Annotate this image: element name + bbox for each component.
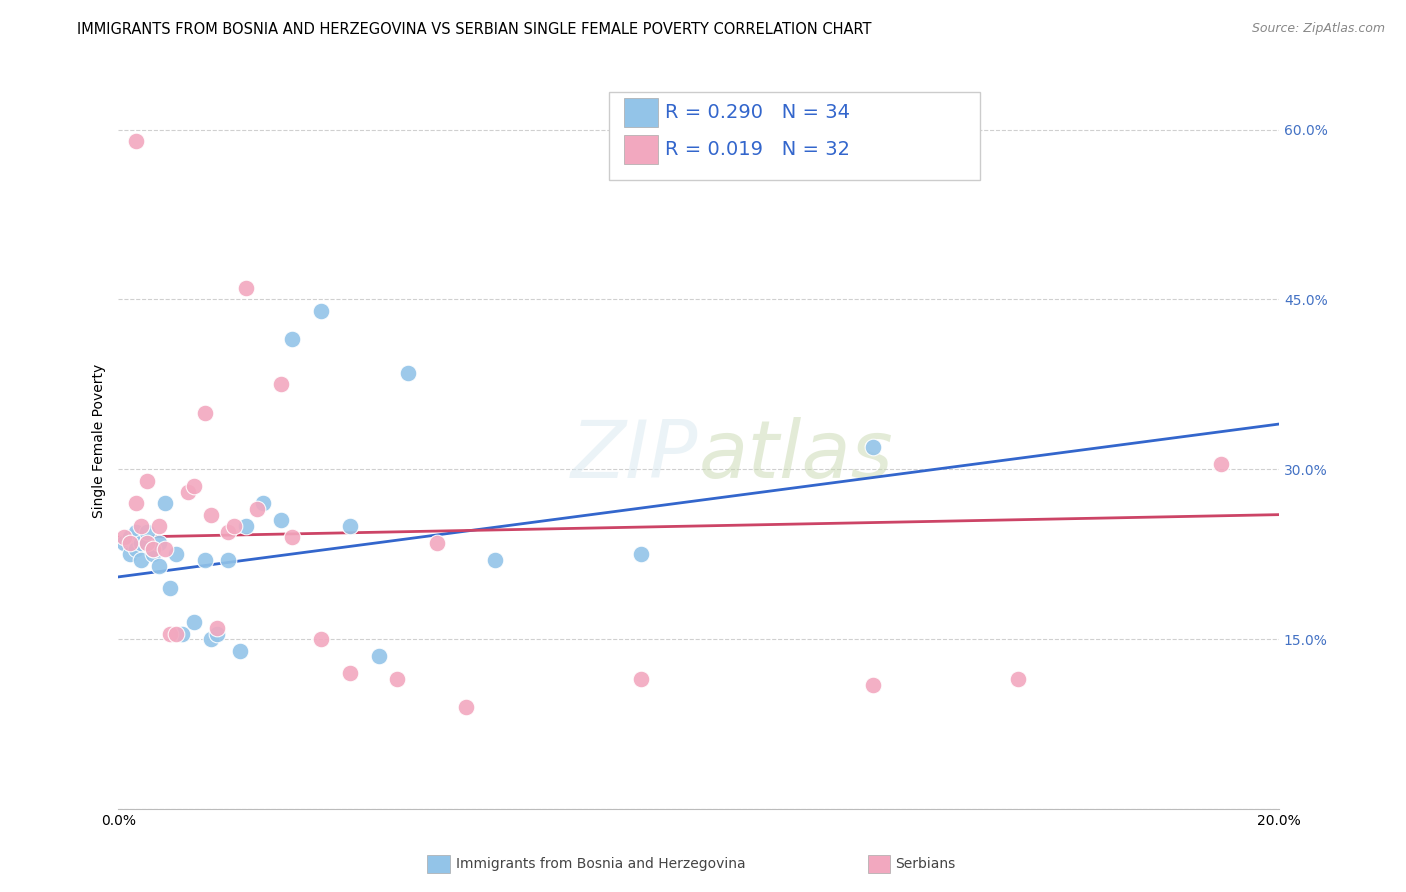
Point — [1007, 672, 1029, 686]
Point — [159, 581, 181, 595]
Point — [194, 553, 217, 567]
Point — [170, 626, 193, 640]
Point — [311, 303, 333, 318]
Point — [118, 530, 141, 544]
Point — [142, 547, 165, 561]
Text: R = 0.290   N = 34: R = 0.290 N = 34 — [665, 103, 851, 122]
Text: Immigrants from Bosnia and Herzegovina: Immigrants from Bosnia and Herzegovina — [456, 857, 745, 871]
Point — [136, 474, 159, 488]
Text: Source: ZipAtlas.com: Source: ZipAtlas.com — [1251, 22, 1385, 36]
Text: Serbians: Serbians — [896, 857, 956, 871]
Point — [118, 536, 141, 550]
Point — [311, 632, 333, 647]
Point — [124, 524, 146, 539]
Point — [142, 541, 165, 556]
Point — [112, 530, 135, 544]
Point — [339, 666, 361, 681]
Point — [131, 553, 153, 567]
Point — [159, 626, 181, 640]
Point — [630, 547, 652, 561]
Point — [862, 677, 884, 691]
Point — [396, 366, 419, 380]
Point — [136, 524, 159, 539]
Point — [217, 524, 239, 539]
Text: IMMIGRANTS FROM BOSNIA AND HERZEGOVINA VS SERBIAN SINGLE FEMALE POVERTY CORRELAT: IMMIGRANTS FROM BOSNIA AND HERZEGOVINA V… — [77, 22, 872, 37]
Point — [252, 496, 274, 510]
Point — [124, 134, 146, 148]
Point — [124, 541, 146, 556]
Point — [862, 440, 884, 454]
Point — [235, 519, 257, 533]
Point — [200, 508, 222, 522]
Point — [183, 615, 205, 630]
Point — [177, 485, 200, 500]
Text: R = 0.019   N = 32: R = 0.019 N = 32 — [665, 140, 851, 160]
Point — [131, 536, 153, 550]
Point — [153, 496, 176, 510]
Point — [153, 541, 176, 556]
Point — [165, 547, 187, 561]
Point — [136, 536, 159, 550]
Point — [148, 558, 170, 573]
Point — [224, 519, 246, 533]
Point — [281, 530, 304, 544]
Point — [148, 519, 170, 533]
Point — [368, 649, 391, 664]
Point — [270, 513, 292, 527]
Text: atlas: atlas — [699, 417, 893, 495]
Point — [229, 643, 252, 657]
Point — [200, 632, 222, 647]
Point — [217, 553, 239, 567]
Point — [630, 672, 652, 686]
Text: ZIP: ZIP — [571, 417, 699, 495]
Point — [124, 496, 146, 510]
Point — [183, 479, 205, 493]
Point — [194, 406, 217, 420]
Point — [235, 281, 257, 295]
Point — [205, 626, 228, 640]
Point — [148, 536, 170, 550]
Point — [142, 541, 165, 556]
Point — [246, 502, 269, 516]
Point — [112, 536, 135, 550]
Point — [339, 519, 361, 533]
Point — [270, 377, 292, 392]
Point — [136, 536, 159, 550]
Point — [205, 621, 228, 635]
Y-axis label: Single Female Poverty: Single Female Poverty — [93, 364, 107, 518]
Point — [385, 672, 408, 686]
Point — [165, 626, 187, 640]
Point — [1209, 457, 1232, 471]
Point — [456, 700, 478, 714]
Point — [281, 332, 304, 346]
Point — [118, 547, 141, 561]
Point — [484, 553, 506, 567]
Point — [426, 536, 449, 550]
Point — [131, 519, 153, 533]
